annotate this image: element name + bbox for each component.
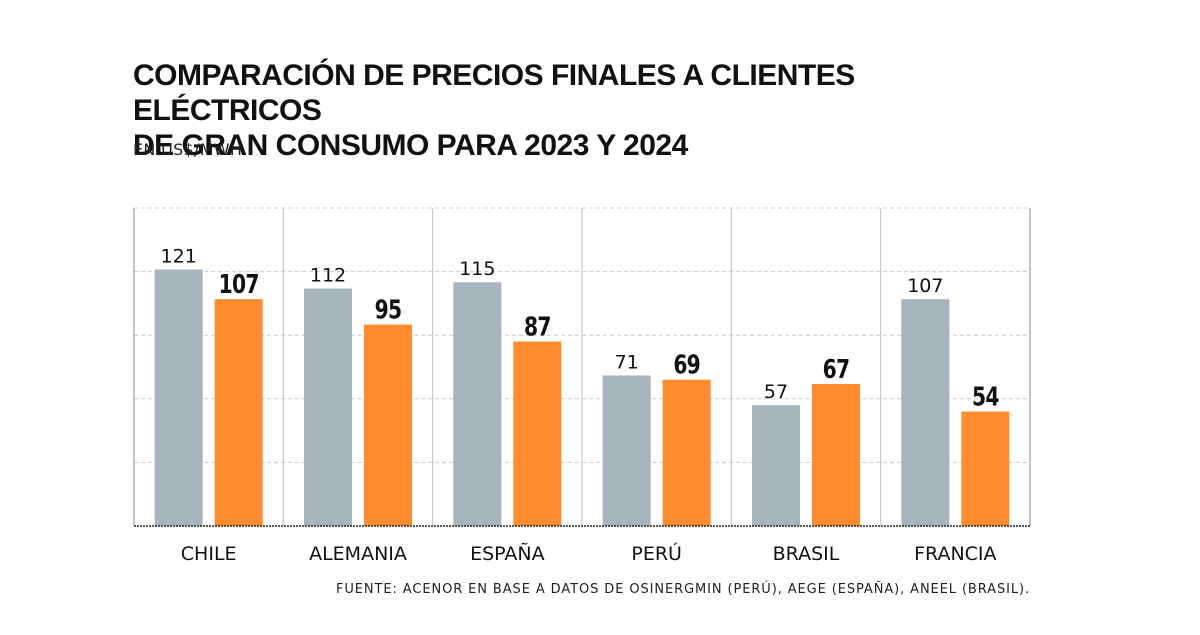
chart-subtitle: EN US$/MWH	[133, 140, 243, 159]
source-note: FUENTE: ACENOR EN BASE A DATOS DE OSINER…	[335, 582, 1030, 597]
data-label-2023: 107	[907, 275, 943, 297]
bar-2024	[662, 379, 711, 526]
bar-2023	[901, 299, 950, 526]
data-label-2024: 54	[972, 382, 999, 412]
data-label-2023: 121	[161, 245, 197, 267]
bar-2024	[812, 383, 860, 526]
data-label-2023: 57	[764, 381, 788, 403]
data-label-2024: 87	[524, 312, 551, 342]
category-label: BRASIL	[773, 543, 840, 565]
category-label: CHILE	[181, 543, 237, 565]
bar-2023	[154, 269, 203, 526]
data-label-2023: 115	[459, 258, 495, 280]
data-label-2024: 69	[673, 350, 700, 380]
category-label: ALEMANIA	[309, 543, 407, 565]
bar-2024	[961, 411, 1010, 526]
bar-2023	[602, 375, 651, 526]
category-label: FRANCIA	[914, 543, 996, 565]
chart-title-line-2: DE GRAN CONSUMO PARA 2023 Y 2024	[133, 129, 688, 162]
category-label: ESPAÑA	[470, 542, 545, 565]
bar-2024	[214, 299, 263, 526]
bar-2023	[453, 282, 502, 526]
bar-2023	[752, 405, 800, 526]
data-label-2024: 95	[375, 295, 402, 325]
bar-2024	[513, 341, 562, 526]
category-label: PERÚ	[631, 541, 682, 565]
data-label-2023: 112	[310, 265, 346, 287]
bar-2023	[304, 288, 352, 526]
bar-2024	[364, 324, 412, 526]
data-label-2023: 71	[615, 351, 639, 373]
data-label-2024: 107	[219, 270, 259, 300]
chart-title: COMPARACIÓN DE PRECIOS FINALES A CLIENTE…	[133, 58, 1033, 163]
data-label-2024: 67	[823, 355, 850, 385]
chart-title-line-1: COMPARACIÓN DE PRECIOS FINALES A CLIENTE…	[133, 59, 855, 127]
